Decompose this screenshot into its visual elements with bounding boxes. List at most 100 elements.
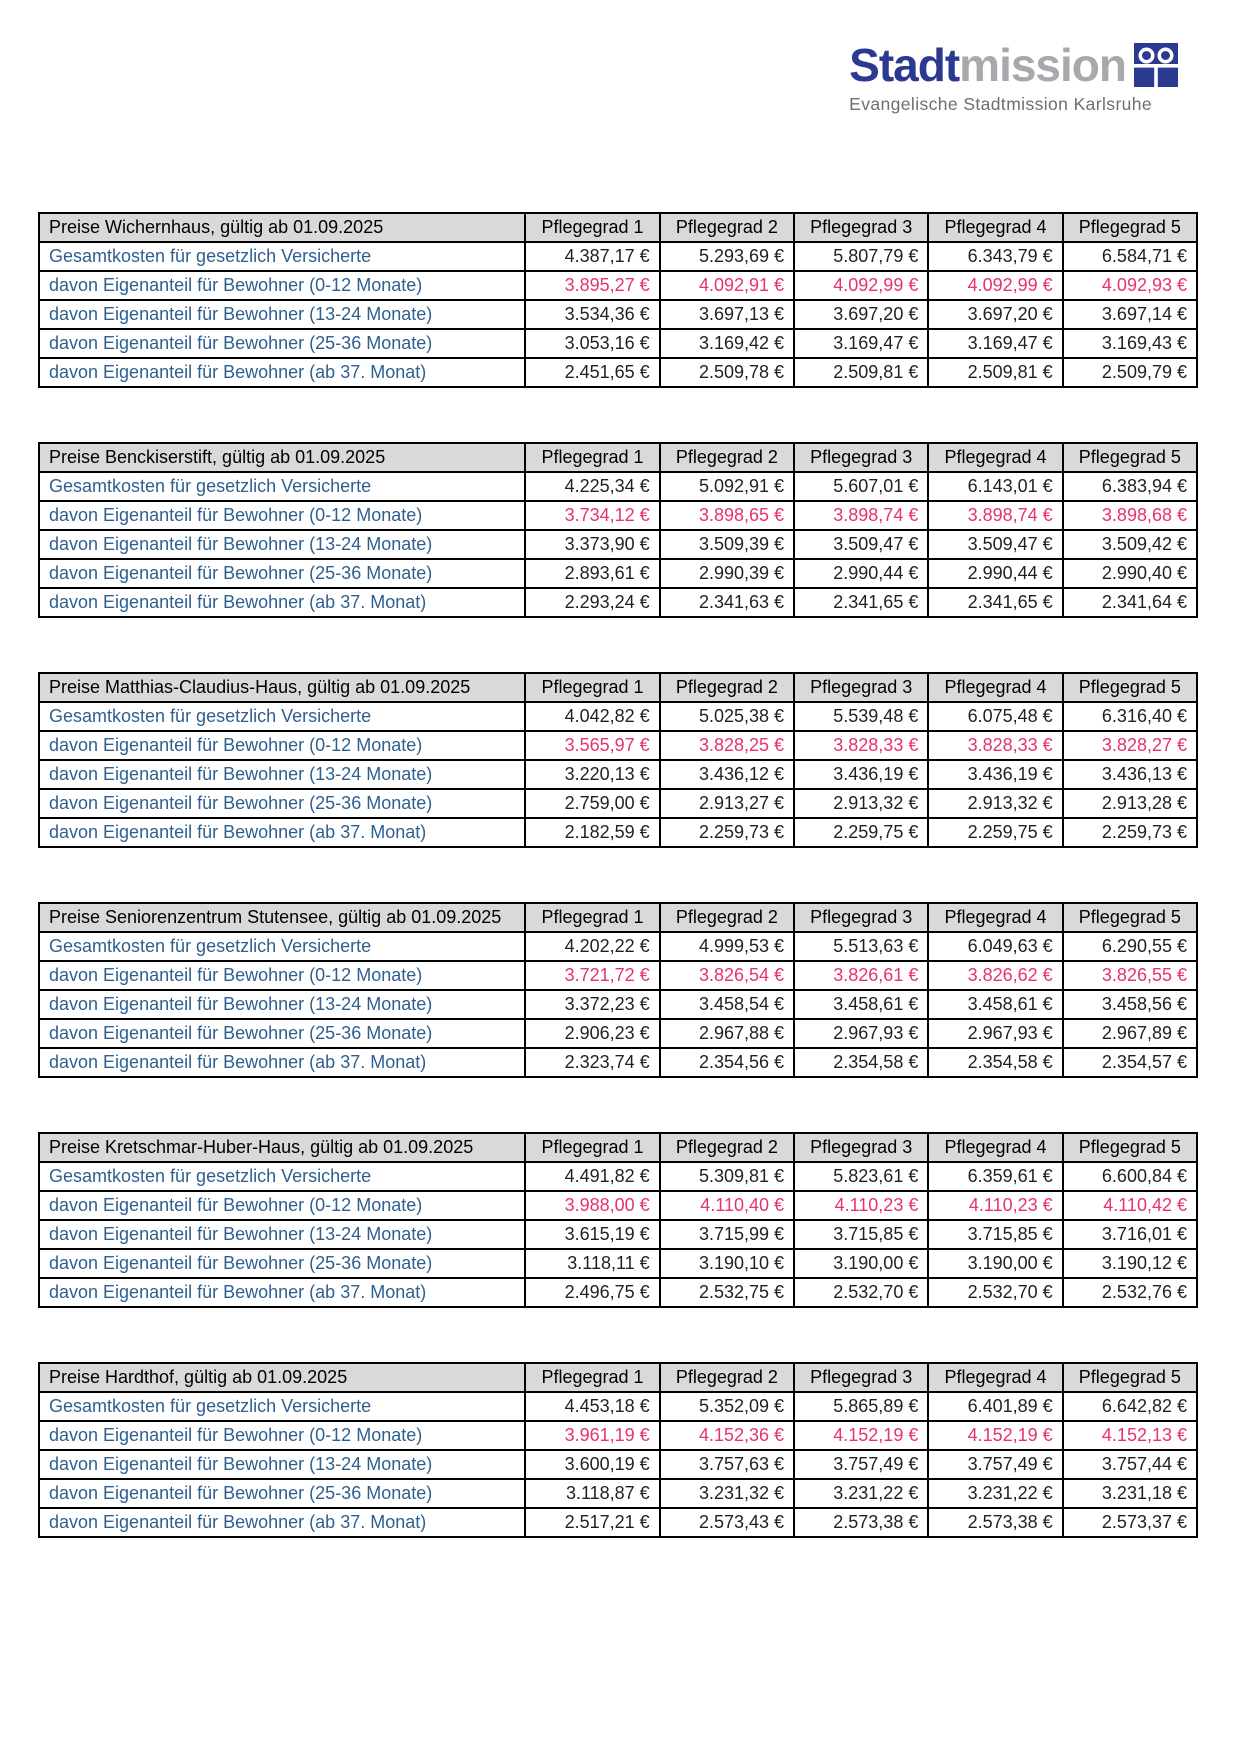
- column-header: Pflegegrad 5: [1061, 1362, 1199, 1393]
- price-value: 3.715,85 €: [927, 1219, 1064, 1250]
- row-label: davon Eigenanteil für Bewohner (13-24 Mo…: [37, 759, 527, 790]
- column-header: Pflegegrad 5: [1061, 1132, 1199, 1163]
- price-value: 5.807,79 €: [793, 241, 930, 272]
- price-value: 4.152,19 €: [927, 1420, 1064, 1451]
- column-header: Pflegegrad 1: [524, 672, 661, 703]
- price-value: 5.823,61 €: [793, 1161, 930, 1192]
- table-header-row: Preise Seniorenzentrum Stutensee, gültig…: [37, 902, 1199, 933]
- table-title: Preise Kretschmar-Huber-Haus, gültig ab …: [37, 1132, 527, 1163]
- logo-wordmark: Stadt mission: [849, 42, 1178, 88]
- table-row: davon Eigenanteil für Bewohner (25-36 Mo…: [37, 1248, 1199, 1279]
- price-value: 2.341,64 €: [1061, 587, 1199, 618]
- table-row: Gesamtkosten für gesetzlich Versicherte 4…: [37, 931, 1199, 962]
- price-value: 2.990,44 €: [927, 558, 1064, 589]
- price-value: 3.190,00 €: [927, 1248, 1064, 1279]
- price-value: 4.202,22 €: [524, 931, 661, 962]
- price-value: 2.967,89 €: [1061, 1018, 1199, 1049]
- price-value: 2.573,38 €: [793, 1507, 930, 1538]
- column-header: Pflegegrad 2: [658, 212, 796, 243]
- price-value: 3.169,47 €: [793, 328, 930, 359]
- price-value: 4.999,53 €: [658, 931, 796, 962]
- column-header: Pflegegrad 5: [1061, 672, 1199, 703]
- table-row: davon Eigenanteil für Bewohner (0-12 Mon…: [37, 500, 1199, 531]
- price-value: 3.697,20 €: [927, 299, 1064, 330]
- price-value: 2.990,40 €: [1061, 558, 1199, 589]
- price-value: 2.893,61 €: [524, 558, 661, 589]
- table-row: davon Eigenanteil für Bewohner (ab 37. M…: [37, 357, 1199, 388]
- price-value: 4.042,82 €: [524, 701, 661, 732]
- row-label: davon Eigenanteil für Bewohner (0-12 Mon…: [37, 270, 527, 301]
- price-value: 4.387,17 €: [524, 241, 661, 272]
- price-value: 4.491,82 €: [524, 1161, 661, 1192]
- price-value: 4.152,19 €: [793, 1420, 930, 1451]
- price-value: 2.913,27 €: [658, 788, 796, 819]
- price-value: 3.828,33 €: [793, 730, 930, 761]
- price-value: 3.534,36 €: [524, 299, 661, 330]
- price-value: 3.373,90 €: [524, 529, 661, 560]
- column-header: Pflegegrad 4: [927, 672, 1064, 703]
- table-row: davon Eigenanteil für Bewohner (0-12 Mon…: [37, 1420, 1199, 1451]
- price-table-3: Preise Matthias-Claudius-Haus, gültig ab…: [37, 672, 1199, 848]
- price-value: 3.715,99 €: [658, 1219, 796, 1250]
- row-label: davon Eigenanteil für Bewohner (25-36 Mo…: [37, 1478, 527, 1509]
- row-label: davon Eigenanteil für Bewohner (13-24 Mo…: [37, 1449, 527, 1480]
- price-value: 4.110,23 €: [927, 1190, 1064, 1221]
- price-value: 3.231,18 €: [1061, 1478, 1199, 1509]
- price-value: 2.532,70 €: [927, 1277, 1064, 1308]
- price-value: 2.532,75 €: [658, 1277, 796, 1308]
- price-value: 5.607,01 €: [793, 471, 930, 502]
- logo-subtitle: Evangelische Stadtmission Karlsruhe: [849, 94, 1153, 114]
- price-value: 5.865,89 €: [793, 1391, 930, 1422]
- price-value: 2.259,73 €: [658, 817, 796, 848]
- price-value: 6.316,40 €: [1061, 701, 1199, 732]
- price-value: 3.826,61 €: [793, 960, 930, 991]
- row-label: davon Eigenanteil für Bewohner (13-24 Mo…: [37, 1219, 527, 1250]
- price-value: 2.354,58 €: [793, 1047, 930, 1078]
- price-value: 4.110,42 €: [1061, 1190, 1199, 1221]
- price-value: 3.600,19 €: [524, 1449, 661, 1480]
- table-row: davon Eigenanteil für Bewohner (25-36 Mo…: [37, 788, 1199, 819]
- price-value: 3.721,72 €: [524, 960, 661, 991]
- table-title: Preise Hardthof, gültig ab 01.09.2025: [37, 1362, 527, 1393]
- row-label: davon Eigenanteil für Bewohner (ab 37. M…: [37, 587, 527, 618]
- price-value: 3.898,65 €: [658, 500, 796, 531]
- table-row: davon Eigenanteil für Bewohner (ab 37. M…: [37, 1047, 1199, 1078]
- price-value: 2.341,65 €: [927, 587, 1064, 618]
- price-value: 4.092,99 €: [793, 270, 930, 301]
- row-label: davon Eigenanteil für Bewohner (0-12 Mon…: [37, 1420, 527, 1451]
- price-tables: Preise Wichernhaus, gültig ab 01.09.2025…: [37, 212, 1199, 1592]
- price-value: 2.293,24 €: [524, 587, 661, 618]
- price-value: 6.343,79 €: [927, 241, 1064, 272]
- table-header-row: Preise Matthias-Claudius-Haus, gültig ab…: [37, 672, 1199, 703]
- table-row: davon Eigenanteil für Bewohner (ab 37. M…: [37, 1507, 1199, 1538]
- price-value: 2.517,21 €: [524, 1507, 661, 1538]
- price-value: 3.757,49 €: [793, 1449, 930, 1480]
- price-value: 5.513,63 €: [793, 931, 930, 962]
- column-header: Pflegegrad 4: [927, 902, 1064, 933]
- table-row: Gesamtkosten für gesetzlich Versicherte 4…: [37, 1391, 1199, 1422]
- price-value: 5.539,48 €: [793, 701, 930, 732]
- price-value: 3.716,01 €: [1061, 1219, 1199, 1250]
- price-value: 5.293,69 €: [658, 241, 796, 272]
- table-row: davon Eigenanteil für Bewohner (0-12 Mon…: [37, 730, 1199, 761]
- price-value: 3.509,47 €: [793, 529, 930, 560]
- price-value: 3.826,54 €: [658, 960, 796, 991]
- price-value: 3.436,12 €: [658, 759, 796, 790]
- price-value: 3.190,12 €: [1061, 1248, 1199, 1279]
- price-value: 5.092,91 €: [658, 471, 796, 502]
- price-value: 3.697,13 €: [658, 299, 796, 330]
- price-value: 6.401,89 €: [927, 1391, 1064, 1422]
- column-header: Pflegegrad 2: [658, 1132, 796, 1163]
- column-header: Pflegegrad 1: [524, 1362, 661, 1393]
- table-row: davon Eigenanteil für Bewohner (0-12 Mon…: [37, 1190, 1199, 1221]
- row-label: davon Eigenanteil für Bewohner (0-12 Mon…: [37, 730, 527, 761]
- table-row: davon Eigenanteil für Bewohner (13-24 Mo…: [37, 1219, 1199, 1250]
- price-value: 2.573,43 €: [658, 1507, 796, 1538]
- price-value: 3.509,39 €: [658, 529, 796, 560]
- price-value: 2.451,65 €: [524, 357, 661, 388]
- row-label: Gesamtkosten für gesetzlich Versicherte: [37, 931, 527, 962]
- table-row: davon Eigenanteil für Bewohner (25-36 Mo…: [37, 558, 1199, 589]
- price-value: 4.092,91 €: [658, 270, 796, 301]
- table-row: davon Eigenanteil für Bewohner (13-24 Mo…: [37, 759, 1199, 790]
- column-header: Pflegegrad 3: [793, 1362, 930, 1393]
